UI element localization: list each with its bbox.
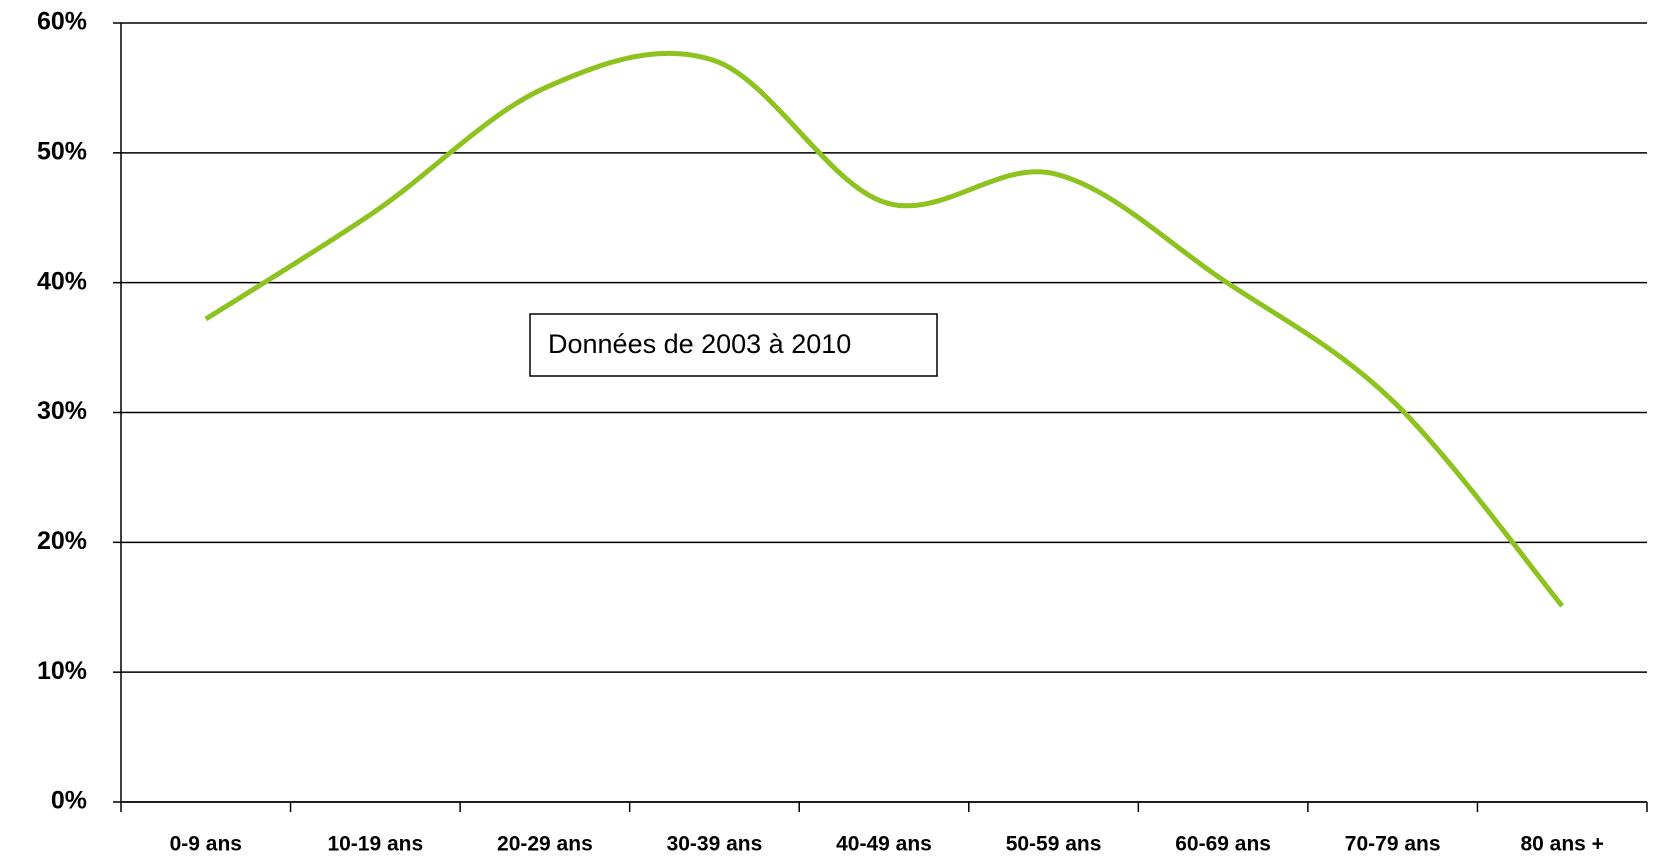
annotation-box bbox=[529, 313, 938, 377]
y-tick-label: 30% bbox=[37, 397, 87, 425]
y-tick-label: 50% bbox=[37, 137, 87, 165]
annotation: Données de 2003 à 2010 bbox=[548, 329, 851, 359]
x-tick-label: 50-59 ans bbox=[1006, 833, 1102, 856]
y-tick-label: 60% bbox=[37, 8, 87, 36]
y-tick-label: 20% bbox=[37, 527, 87, 555]
y-tick-label: 40% bbox=[37, 267, 87, 295]
line bbox=[204, 50, 1565, 608]
x-tick-label: 0-9 ans bbox=[170, 833, 242, 856]
x-tick-label: 20-29 ans bbox=[497, 833, 593, 856]
x-tick-label: 60-69 ans bbox=[1175, 833, 1271, 856]
x-tick-label: 10-19 ans bbox=[327, 833, 423, 856]
x-tick-label: 30-39 ans bbox=[667, 833, 763, 856]
y-tick-label: 10% bbox=[37, 657, 87, 685]
x-tick-label: 80 ans + bbox=[1520, 833, 1603, 856]
x-tick-label: 40-49 ans bbox=[836, 833, 932, 856]
y-tick-label: 0% bbox=[51, 787, 87, 815]
x-tick-label: 70-79 ans bbox=[1345, 833, 1441, 856]
